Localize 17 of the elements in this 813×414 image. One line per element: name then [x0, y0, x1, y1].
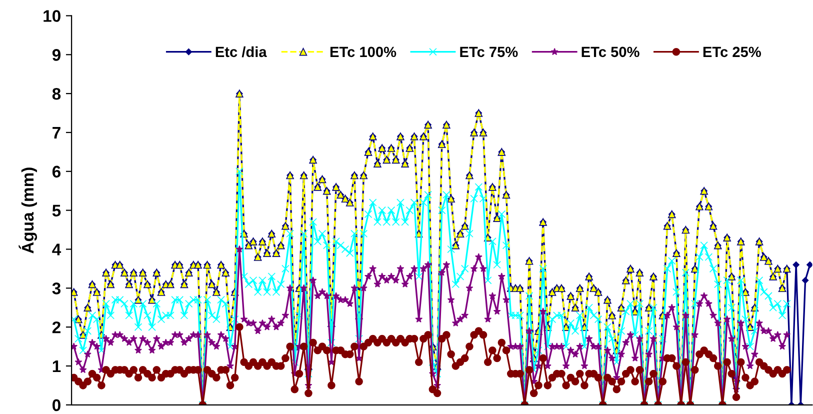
legend-label: ETc 75% [460, 46, 518, 58]
legend-label: ETc 100% [330, 46, 396, 58]
y-tick-label: 9 [52, 49, 61, 61]
y-tick-label: 5 [52, 204, 61, 217]
y-axis-title: Água (mm) [18, 168, 38, 254]
legend-label: ETc 25% [703, 46, 761, 58]
y-tick-label: 2 [52, 321, 60, 334]
y-tick-label: 0 [52, 399, 60, 412]
y-tick-label: 6 [52, 166, 61, 178]
y-tick-label: 1 [52, 360, 61, 372]
y-tick-label: 4 [52, 244, 62, 256]
y-tick-label: 3 [52, 282, 61, 294]
y-tick-label: 7 [52, 127, 60, 139]
legend-label: ETc 50% [582, 46, 640, 58]
y-tick-label: 10 [44, 10, 60, 22]
legend-label: Etc /dia [216, 46, 267, 58]
y-tick-label: 8 [52, 88, 61, 100]
